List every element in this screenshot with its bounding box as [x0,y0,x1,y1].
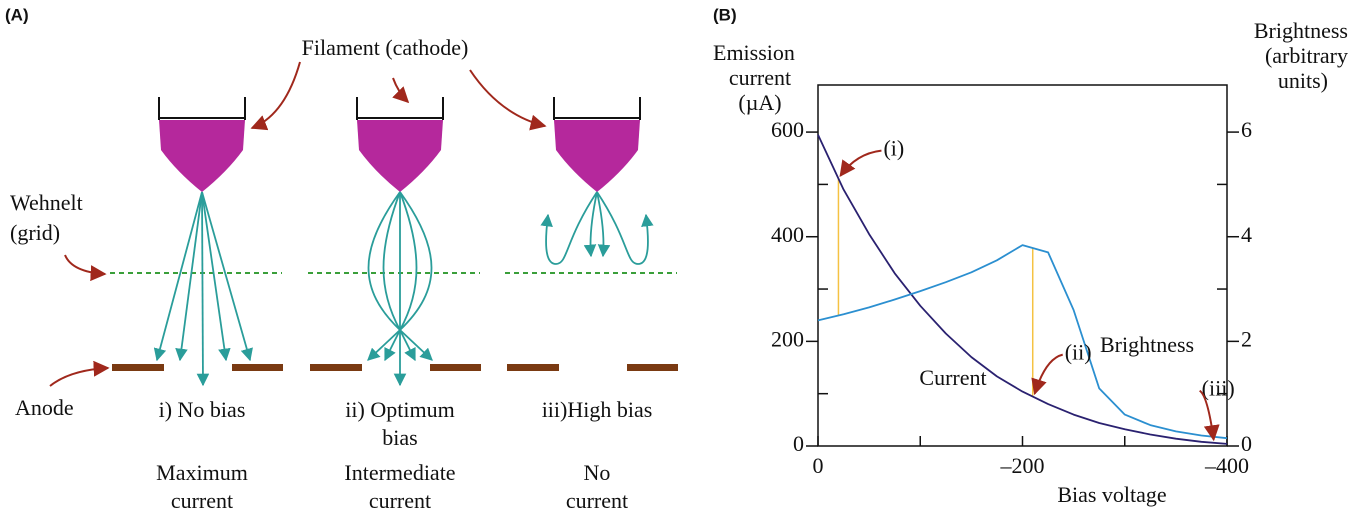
marker-label: (i) [883,136,904,161]
y-axis-label: (µA) [738,90,781,115]
electron-ray [201,191,231,362]
filament-holder [158,97,246,120]
current-label: Maximum [156,460,248,485]
anode-plate [627,364,678,371]
bias-label: bias [382,425,417,450]
current-label: Intermediate [344,460,455,485]
y-axis-label: current [729,65,791,90]
y-tick-label: 400 [771,222,804,247]
panel-label: (B) [713,5,737,24]
electron-ray [540,191,598,265]
anode-plate [232,364,283,371]
y-tick-label: 0 [793,431,804,456]
wehnelt-label: (grid) [10,220,60,245]
filament [357,120,443,192]
pointer-arrow [250,61,301,131]
y2-tick-label: 6 [1241,117,1252,142]
marker-label: (ii) [1065,340,1092,365]
anode-plate [310,364,362,371]
filament [159,120,245,192]
marker-arrow [839,149,882,177]
y2-tick-label: 2 [1241,326,1252,351]
anode-plate [430,364,481,371]
y2-axis-label: (arbitrary [1265,43,1348,68]
marker-label: (iii) [1202,376,1235,401]
series-label: Current [919,365,986,390]
pointer-arrow [469,69,547,131]
bias-label: ii) Optimum [345,397,454,422]
filament-holder [553,97,641,120]
filament-holder [356,97,444,120]
wehnelt-label: Wehnelt [10,190,83,215]
bias-label: i) No bias [159,397,246,422]
marker-arrow [1031,353,1064,396]
y-tick-label: 600 [771,117,804,142]
electron-ray [201,191,253,362]
pointer-arrow [49,360,110,387]
y-axis-label: Emission [713,40,795,65]
current-label: current [171,488,233,513]
x-tick-label: 0 [813,453,824,478]
anode-plate [112,364,164,371]
bias-label: iii)High bias [542,397,653,422]
filament-label: Filament (cathode) [302,35,469,60]
electron-ray [367,191,402,361]
x-tick-label: –400 [1204,453,1249,478]
electron-ray [398,191,433,361]
anode-plate [507,364,559,371]
electron-ray [583,191,598,258]
x-tick-label: –200 [1000,453,1045,478]
electron-ray [382,191,402,362]
y2-tick-label: 0 [1241,431,1252,456]
electron-ray [398,191,418,362]
current-label: current [369,488,431,513]
y2-axis-label: Brightness [1254,18,1348,43]
electron-ray [196,191,210,387]
marker-arrow [1198,389,1220,442]
y2-axis-label: units) [1278,68,1328,93]
y2-tick-label: 4 [1241,222,1252,247]
electron-ray [175,191,203,362]
anode-label: Anode [15,395,74,420]
current-label: No [584,460,611,485]
panel-label: (A) [5,5,29,24]
electron-ray [153,191,203,362]
current-label: current [566,488,628,513]
y-tick-label: 200 [771,326,804,351]
pointer-arrow [392,77,410,104]
series-label: Brightness [1100,332,1194,357]
pointer-arrow [64,254,107,282]
series-line [817,134,1228,445]
series-line [817,244,1228,440]
electron-ray [596,191,611,258]
filament [554,120,640,192]
x-axis-label: Bias voltage [1057,482,1166,507]
electron-ray [596,191,654,265]
